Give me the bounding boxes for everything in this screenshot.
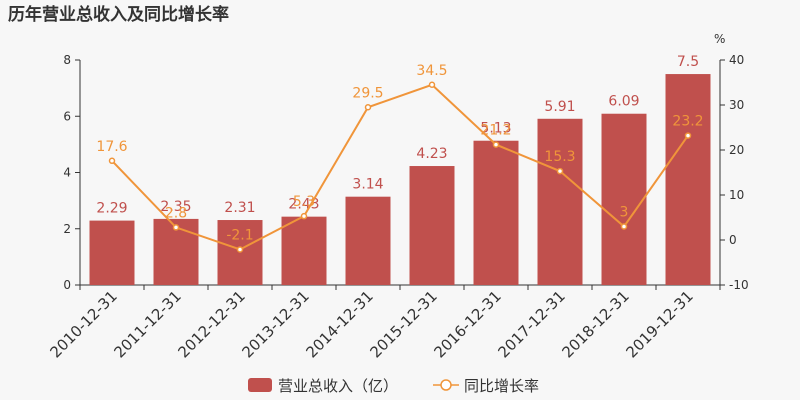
right-axis-unit: % xyxy=(714,32,725,46)
left-axis-tick-label: 6 xyxy=(63,109,71,123)
growth-rate-point xyxy=(172,224,180,231)
growth-rate-point xyxy=(300,212,308,220)
right-axis-tick-label: 30 xyxy=(729,98,744,112)
right-axis-tick-label: -10 xyxy=(729,278,749,292)
growth-rate-value-label: -2.1 xyxy=(226,227,253,243)
x-axis-tick-label: 2010-12-31 xyxy=(46,287,120,361)
bar xyxy=(473,140,519,285)
bar xyxy=(601,113,647,285)
right-axis-tick-label: 20 xyxy=(729,143,744,157)
growth-rate-point xyxy=(428,81,436,88)
right-axis-tick-label: 40 xyxy=(729,53,744,67)
bar-value-label: 3.14 xyxy=(352,177,383,193)
x-axis-tick-label: 2013-12-31 xyxy=(238,287,312,361)
growth-rate-value-label: 29.5 xyxy=(352,85,383,101)
growth-rate-point xyxy=(492,141,500,148)
left-axis-tick-label: 8 xyxy=(63,53,71,67)
growth-rate-value-label: 15.3 xyxy=(544,149,575,165)
right-axis-tick-label: 10 xyxy=(729,188,744,202)
growth-rate-point xyxy=(620,223,628,230)
bar-value-label: 6.09 xyxy=(608,94,639,110)
bar xyxy=(665,74,711,285)
bar xyxy=(89,220,135,285)
legend: 营业总收入（亿） 同比增长率 xyxy=(248,377,539,395)
left-axis-tick-label: 0 xyxy=(63,278,71,292)
left-axis-tick-label: 4 xyxy=(63,166,71,180)
bar xyxy=(345,196,391,285)
bar-value-label: 7.5 xyxy=(677,54,699,70)
growth-rate-value-label: 5.3 xyxy=(293,194,315,210)
x-axis-tick-label: 2018-12-31 xyxy=(558,287,632,361)
growth-rate-point xyxy=(684,132,692,139)
bar-value-label: 5.91 xyxy=(544,99,575,115)
bar xyxy=(281,216,327,285)
bar-value-label: 5.13 xyxy=(480,121,511,137)
growth-rate-value-label: 23.2 xyxy=(672,114,703,130)
legend-bar-swatch xyxy=(248,378,272,392)
legend-bar-label: 营业总收入（亿） xyxy=(278,377,398,395)
growth-rate-value-label: 2.8 xyxy=(165,205,187,221)
chart-title: 历年营业总收入及同比增长率 xyxy=(8,4,229,25)
left-axis-tick-label: 2 xyxy=(63,222,71,236)
growth-rate-point xyxy=(556,167,564,175)
bar xyxy=(537,118,583,285)
bar xyxy=(409,166,455,285)
bar-value-label: 4.23 xyxy=(416,146,447,162)
growth-rate-point xyxy=(108,157,116,165)
growth-rate-line xyxy=(111,83,689,251)
growth-rate-point xyxy=(364,104,372,111)
bar-value-label: 2.35 xyxy=(160,199,191,215)
growth-rate-value-label: 34.5 xyxy=(416,63,447,79)
x-axis-tick-label: 2019-12-31 xyxy=(622,287,696,361)
bar-value-label: 2.43 xyxy=(288,197,319,213)
x-axis-tick-label: 2014-12-31 xyxy=(302,287,376,361)
growth-rate-value-label: 3 xyxy=(620,205,629,221)
plot-area: 02468-100102030402010-12-312011-12-31201… xyxy=(46,53,748,361)
x-axis-tick-label: 2016-12-31 xyxy=(430,287,504,361)
x-axis-tick-label: 2011-12-31 xyxy=(110,287,184,361)
growth-rate-point xyxy=(236,246,244,253)
legend-line-marker xyxy=(440,379,452,391)
x-axis-tick-label: 2012-12-31 xyxy=(174,287,248,361)
bar-value-label: 2.31 xyxy=(224,200,255,216)
growth-rate-value-label: 17.6 xyxy=(96,139,127,155)
x-axis-tick-label: 2015-12-31 xyxy=(366,287,440,361)
legend-line-label: 同比增长率 xyxy=(464,377,539,395)
right-axis-tick-label: 0 xyxy=(729,233,737,247)
x-axis-tick-label: 2017-12-31 xyxy=(494,287,568,361)
bar-value-label: 2.29 xyxy=(96,201,127,217)
growth-rate-value-label: 21.2 xyxy=(480,123,511,139)
